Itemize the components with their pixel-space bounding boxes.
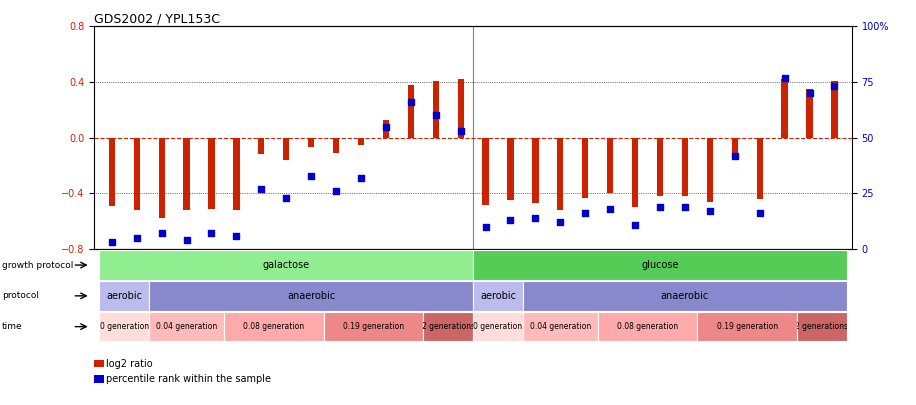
Bar	[457, 79, 463, 138]
Bar	[732, 138, 738, 157]
Bar	[283, 138, 289, 160]
Point	[180, 237, 194, 243]
Point	[304, 173, 319, 179]
Bar	[657, 138, 663, 196]
Bar	[383, 119, 389, 138]
Text: anaerobic: anaerobic	[660, 291, 709, 301]
Text: 0.04 generation: 0.04 generation	[156, 322, 217, 331]
Text: galactose: galactose	[263, 260, 310, 270]
Text: log2 ratio: log2 ratio	[106, 359, 153, 369]
Point	[129, 235, 144, 241]
Bar	[158, 138, 165, 218]
Bar	[557, 138, 563, 210]
Point	[154, 230, 169, 237]
Bar	[432, 81, 439, 138]
Text: GDS2002 / YPL153C: GDS2002 / YPL153C	[94, 12, 221, 25]
Text: 0 generation: 0 generation	[474, 322, 523, 331]
Point	[478, 224, 493, 230]
Bar	[532, 138, 539, 203]
Point	[578, 210, 593, 217]
Bar	[781, 79, 788, 138]
Bar	[806, 89, 812, 138]
Point	[802, 90, 817, 96]
Text: anaerobic: anaerobic	[287, 291, 335, 301]
Bar	[234, 138, 239, 210]
Text: 0 generation: 0 generation	[100, 322, 148, 331]
Point	[104, 239, 119, 245]
Bar	[757, 138, 763, 199]
Bar	[682, 138, 688, 196]
Text: protocol: protocol	[2, 291, 38, 301]
Bar	[707, 138, 713, 202]
Point	[378, 124, 393, 130]
Point	[752, 210, 767, 217]
Text: 2 generations: 2 generations	[795, 322, 848, 331]
Text: 0.04 generation: 0.04 generation	[529, 322, 591, 331]
Bar	[208, 138, 214, 209]
Point	[278, 195, 293, 201]
Bar	[408, 85, 414, 138]
Text: aerobic: aerobic	[480, 291, 516, 301]
Point	[827, 83, 842, 90]
Text: percentile rank within the sample: percentile rank within the sample	[106, 374, 271, 384]
Point	[727, 152, 742, 159]
Bar	[333, 138, 339, 153]
Bar	[258, 138, 265, 154]
Bar	[507, 138, 514, 200]
Bar	[483, 138, 489, 205]
Text: glucose: glucose	[641, 260, 679, 270]
Point	[529, 215, 543, 221]
Point	[204, 230, 219, 237]
Point	[778, 75, 792, 81]
Bar	[583, 138, 588, 198]
Point	[503, 217, 518, 224]
Point	[254, 186, 268, 192]
Bar	[832, 81, 837, 138]
Point	[329, 188, 344, 194]
Bar	[607, 138, 614, 194]
Point	[553, 219, 568, 226]
Text: 2 generations: 2 generations	[421, 322, 474, 331]
Text: 0.19 generation: 0.19 generation	[716, 322, 778, 331]
Bar	[183, 138, 190, 210]
Point	[678, 204, 692, 210]
Point	[653, 204, 668, 210]
Bar	[358, 138, 364, 145]
Bar	[308, 138, 314, 147]
Point	[703, 208, 717, 215]
Text: 0.08 generation: 0.08 generation	[244, 322, 304, 331]
Text: growth protocol: growth protocol	[2, 260, 73, 270]
Text: aerobic: aerobic	[106, 291, 142, 301]
Bar	[109, 138, 114, 206]
Point	[627, 222, 642, 228]
Text: time: time	[2, 322, 23, 331]
Point	[603, 206, 617, 212]
Text: 0.19 generation: 0.19 generation	[343, 322, 404, 331]
Bar	[632, 138, 638, 207]
Point	[403, 99, 418, 105]
Text: 0.08 generation: 0.08 generation	[617, 322, 678, 331]
Point	[453, 128, 468, 134]
Point	[354, 175, 368, 181]
Point	[229, 232, 244, 239]
Bar	[134, 138, 140, 210]
Point	[429, 112, 443, 119]
